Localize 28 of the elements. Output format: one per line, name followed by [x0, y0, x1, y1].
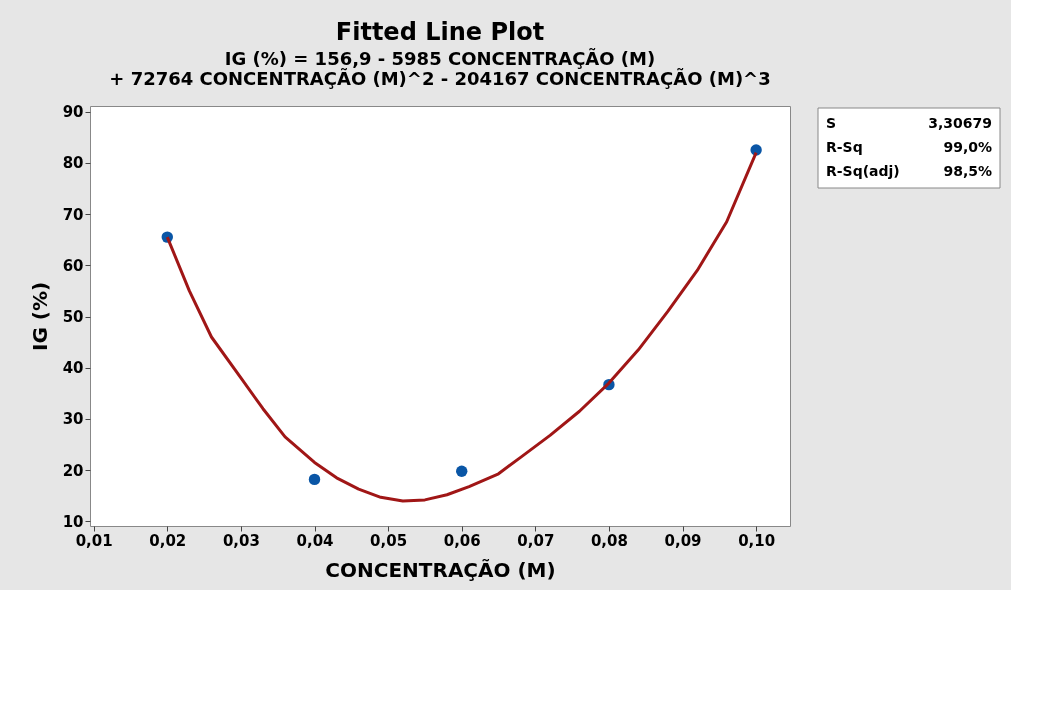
y-tick-label: 70 — [62, 205, 84, 224]
y-axis-title: IG (%) — [27, 281, 52, 352]
point — [456, 465, 468, 477]
y-tick-label: 50 — [62, 308, 84, 327]
text: R-Sq 99,0% — [826, 139, 992, 155]
x-tick-label: 0,01 — [75, 531, 113, 550]
y-tick-label: 80 — [62, 154, 84, 173]
x-tick-label: 0,10 — [738, 531, 776, 550]
y-tick-label: 30 — [62, 410, 84, 429]
x-tick-label: 0,04 — [296, 531, 334, 550]
x-tick-label: 0,05 — [370, 531, 408, 550]
chart-subtitle: IG (%) = 156,9 - 5985 CONCENTRAÇÃO (M) + 72764 CONCENTRAÇÃO (M)^2 - 204167 CONCENTRAÇÃO (M)^3 — [109, 46, 771, 89]
x-tick-label: 0,09 — [664, 531, 702, 550]
x-tick-label: 0,08 — [590, 531, 628, 550]
y-tick-label: 60 — [62, 256, 84, 275]
y-tick-label: 10 — [62, 512, 84, 531]
text: S 3,30679 — [826, 115, 992, 131]
y-tick-label: 90 — [62, 103, 84, 122]
y-tick-label: 20 — [62, 461, 84, 480]
y-tick-label: 40 — [62, 359, 84, 378]
chart-title: Fitted Line Plot — [335, 17, 545, 46]
x-axis-title: CONCENTRAÇÃO (M) — [325, 557, 556, 582]
x-tick-label: 0,06 — [443, 531, 481, 550]
text: R-Sq(adj) 98,5% — [826, 163, 992, 179]
x-tick-label: 0,02 — [149, 531, 187, 550]
x-tick-label: 0,03 — [222, 531, 260, 550]
x-tick-label: 0,07 — [517, 531, 555, 550]
point — [308, 473, 321, 486]
